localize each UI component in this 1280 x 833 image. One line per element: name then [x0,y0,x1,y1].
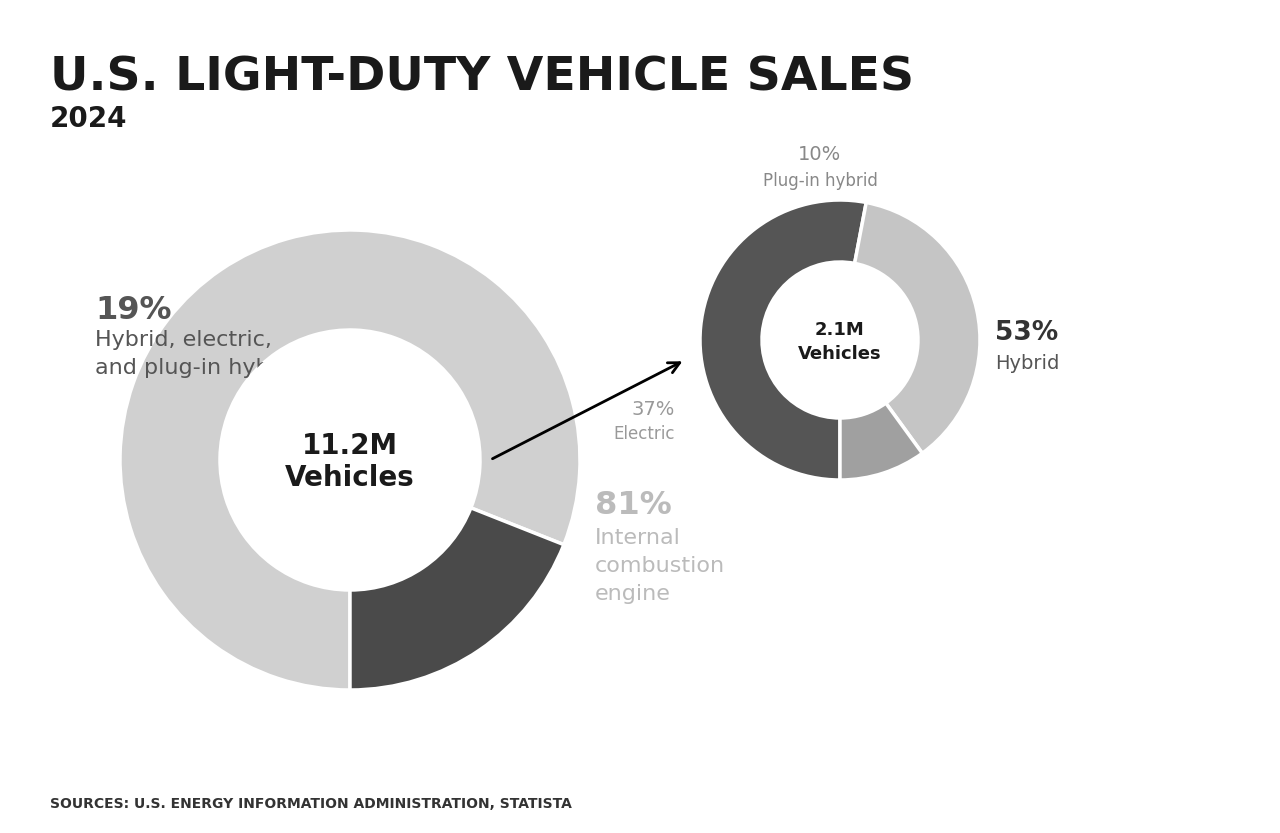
Text: and plug-in hybrid: and plug-in hybrid [95,358,300,378]
Wedge shape [700,200,867,480]
Text: Electric: Electric [613,425,675,443]
Circle shape [762,262,918,418]
Text: Internal: Internal [595,528,681,548]
Wedge shape [120,230,580,690]
Text: 2.1M: 2.1M [815,321,865,339]
Text: SOURCES: U.S. ENERGY INFORMATION ADMINISTRATION, STATISTA: SOURCES: U.S. ENERGY INFORMATION ADMINIS… [50,797,572,811]
Wedge shape [840,403,923,480]
Text: 53%: 53% [995,320,1059,346]
Text: Hybrid, electric,: Hybrid, electric, [95,330,271,350]
Wedge shape [855,202,980,453]
Text: 11.2M: 11.2M [302,432,398,460]
Text: Plug-in hybrid: Plug-in hybrid [763,172,877,190]
Text: Vehicles: Vehicles [285,464,415,492]
Circle shape [220,330,480,590]
Text: 81%: 81% [595,490,672,521]
Text: 10%: 10% [799,145,842,164]
Text: Vehicles: Vehicles [799,345,882,363]
Text: engine: engine [595,584,671,604]
Text: 19%: 19% [95,295,172,326]
Text: Hybrid: Hybrid [995,354,1060,373]
Text: U.S. LIGHT-DUTY VEHICLE SALES: U.S. LIGHT-DUTY VEHICLE SALES [50,55,914,100]
Text: combustion: combustion [595,556,726,576]
Text: 37%: 37% [631,400,675,419]
Wedge shape [349,508,564,690]
Text: 2024: 2024 [50,105,128,133]
